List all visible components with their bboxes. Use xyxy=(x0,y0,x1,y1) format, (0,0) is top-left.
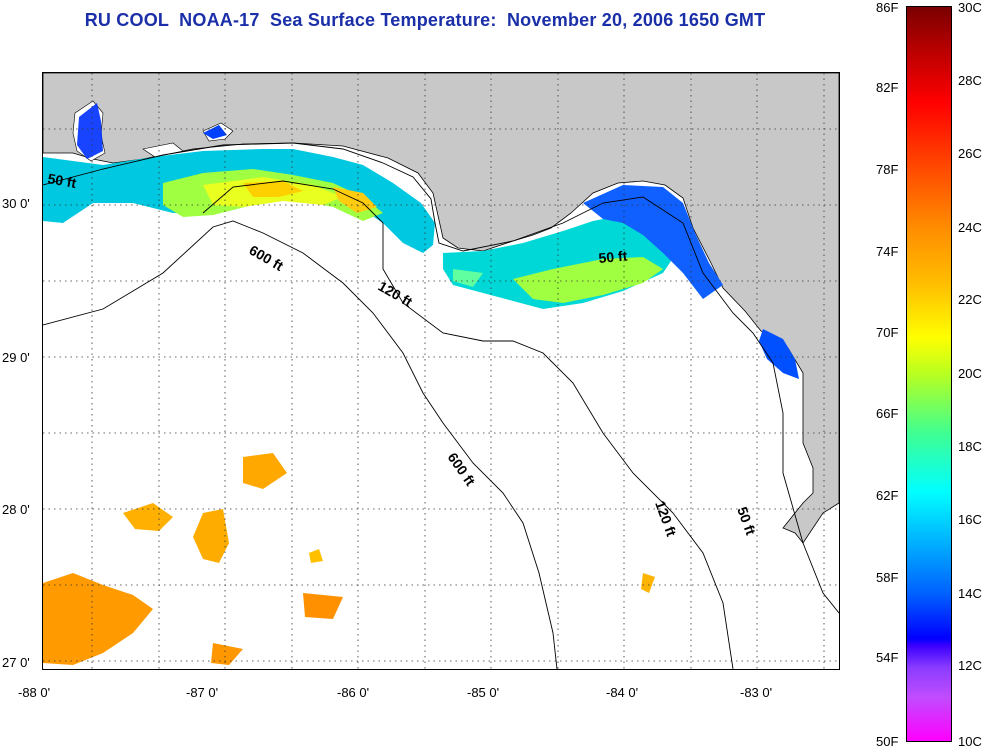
lon-tick: -88 0' xyxy=(18,685,51,700)
land-mass xyxy=(43,73,839,544)
lat-tick: 30 0' xyxy=(2,196,30,211)
lon-tick: -85 0' xyxy=(467,685,500,700)
depth-contours xyxy=(43,142,839,669)
lat-tick: 28 0' xyxy=(2,502,30,517)
colorbar-f-label: 66F xyxy=(876,406,899,421)
lat-tick: 27 0' xyxy=(2,655,30,670)
colorbar-f-label: 62F xyxy=(876,488,899,503)
colorbar-f-label: 74F xyxy=(876,244,899,259)
grid-lines xyxy=(43,73,839,669)
lon-tick: -84 0' xyxy=(606,685,639,700)
colorbar-f-label: 78F xyxy=(876,162,899,177)
contour-label: 120 ft xyxy=(376,278,416,310)
choctaw-bay xyxy=(142,142,184,158)
contour-label: 600 ft xyxy=(247,242,287,274)
contour-label: 50 ft xyxy=(598,248,628,266)
colorbar-c-label: 30C xyxy=(958,0,982,15)
colorbar-c-label: 14C xyxy=(958,586,982,601)
colorbar-c-label: 24C xyxy=(958,220,982,235)
lat-tick: 29 0' xyxy=(2,350,30,365)
colorbar-c-label: 28C xyxy=(958,73,982,88)
colorbar-c-label: 10C xyxy=(958,734,982,749)
temperature-colorbar xyxy=(906,6,952,742)
lon-tick: -87 0' xyxy=(186,685,219,700)
lon-tick: -86 0' xyxy=(337,685,370,700)
lon-tick: -83 0' xyxy=(740,685,773,700)
colorbar-f-label: 82F xyxy=(876,80,899,95)
chart-title: RU COOL NOAA-17 Sea Surface Temperature:… xyxy=(84,10,766,30)
colorbar-c-label: 12C xyxy=(958,658,982,673)
colorbar-f-label: 86F xyxy=(876,0,899,15)
colorbar-f-label: 70F xyxy=(876,325,899,340)
colorbar-f-label: 50F xyxy=(876,734,899,749)
colorbar-f-label: 54F xyxy=(876,650,899,665)
colorbar-c-label: 18C xyxy=(958,439,982,454)
colorbar-c-label: 22C xyxy=(958,292,982,307)
sst-map: 50 ft 600 ft 120 ft 50 ft 600 ft 120 ft … xyxy=(42,72,840,670)
colorbar-f-label: 58F xyxy=(876,570,899,585)
sst-pixels xyxy=(43,103,799,665)
colorbar-c-label: 26C xyxy=(958,146,982,161)
contour-label: 50 ft xyxy=(734,505,759,538)
contour-label: 120 ft xyxy=(652,499,680,539)
contour-label: 50 ft xyxy=(46,170,77,191)
colorbar-c-label: 16C xyxy=(958,512,982,527)
colorbar-c-label: 20C xyxy=(958,366,982,381)
map-canvas: 50 ft 600 ft 120 ft 50 ft 600 ft 120 ft … xyxy=(43,73,839,669)
contour-label: 600 ft xyxy=(445,450,479,489)
